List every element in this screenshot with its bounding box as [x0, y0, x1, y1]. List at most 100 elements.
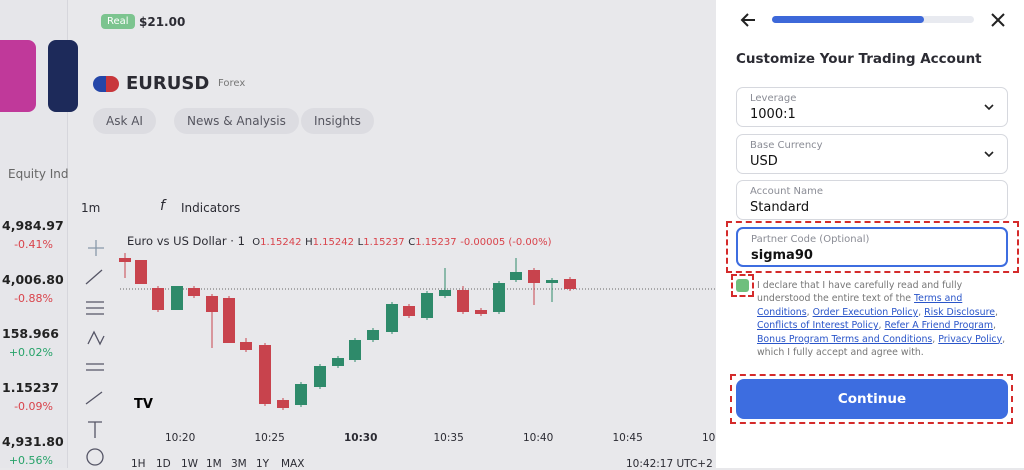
clock: 10:42:17 UTC+2 — [626, 458, 713, 470]
candle-body — [314, 366, 326, 387]
continue-button[interactable]: Continue — [736, 379, 1008, 419]
field-label: Partner Code (Optional) — [751, 234, 870, 245]
candle-body — [259, 345, 271, 404]
candle-body — [295, 384, 307, 405]
candle-body — [119, 258, 131, 262]
range[interactable]: 1W — [181, 458, 199, 470]
fx-icon: f — [160, 198, 165, 214]
field-label: Leverage — [750, 93, 797, 104]
candles — [119, 253, 576, 410]
text: , — [806, 306, 813, 318]
back[interactable] — [738, 10, 758, 30]
tab[interactable]: Insights — [301, 108, 374, 134]
candle-body — [332, 358, 344, 366]
policy-link[interactable]: Order Execution Policy — [812, 306, 919, 318]
time-label: 10:30 — [344, 432, 378, 444]
candle-body — [171, 286, 183, 310]
field[interactable]: Partner Code (Optional) sigma90 — [736, 227, 1008, 267]
legend-change: -0.00005 (-0.00%) — [460, 237, 552, 248]
range[interactable]: MAX — [281, 458, 305, 470]
legend-o: O — [252, 237, 261, 248]
text: , — [993, 320, 997, 332]
candle-body — [564, 279, 576, 289]
candle-body — [510, 272, 522, 280]
text: , which I fully accept and agree with. — [757, 333, 1006, 359]
sidebar: Equity Ind 4,984.97 -0.41% 4,006.80 -0.88% 1… — [0, 0, 78, 468]
quote-price: 1.15237 — [2, 380, 59, 395]
quote-change: -0.41% — [14, 238, 53, 251]
tab[interactable]: News & Analysis — [174, 108, 299, 134]
candle-body — [367, 330, 379, 340]
quote-price: 4,006.80 — [2, 272, 64, 287]
progress — [772, 16, 974, 23]
policy-link[interactable]: Terms and Conditions — [757, 293, 963, 318]
highlight — [731, 274, 754, 297]
policy-link[interactable]: Conflicts of Interest Policy — [757, 320, 879, 332]
candle-body — [457, 290, 469, 312]
candle-body — [403, 306, 415, 316]
candle-body — [277, 400, 289, 408]
range[interactable]: 3M — [231, 458, 247, 470]
field[interactable]: Leverage 1000:1 — [736, 87, 1008, 127]
candle-body — [240, 342, 252, 350]
candle-body — [528, 270, 540, 283]
text: , — [932, 333, 939, 345]
field[interactable]: Account Name Standard — [736, 180, 1008, 220]
candle-body — [223, 298, 235, 343]
range[interactable]: 1D — [156, 458, 171, 470]
text: , — [918, 306, 925, 318]
interval[interactable]: 1m — [81, 201, 101, 215]
legend-h: H — [305, 237, 313, 248]
checkbox[interactable] — [736, 279, 749, 292]
modal-title: Customize Your Trading Account — [736, 51, 982, 67]
quote-change: -0.09% — [14, 400, 53, 413]
chart: TV — [85, 240, 716, 466]
category: Forex — [218, 78, 246, 89]
account-badge[interactable]: Real — [101, 14, 135, 29]
field-label: Account Name — [750, 186, 824, 197]
time-label: 10:40 — [523, 432, 554, 444]
tv-logo: TV — [134, 397, 153, 412]
legend-l: L — [357, 237, 364, 248]
candle-body — [475, 310, 487, 314]
field[interactable]: Base Currency USD — [736, 134, 1008, 174]
balance[interactable]: $21.00 — [139, 15, 186, 29]
indicators[interactable]: Indicators — [181, 201, 241, 215]
candle-body — [188, 288, 200, 296]
tab[interactable]: Ask AI — [93, 108, 156, 134]
field-value: sigma90 — [751, 248, 813, 263]
candle-body — [206, 296, 218, 312]
legend-high: 1.15242 — [312, 237, 354, 248]
candle-body — [386, 304, 398, 332]
tab[interactable]: Equity Ind — [8, 167, 69, 181]
legend-open: 1.15242 — [260, 237, 302, 248]
range[interactable]: 1M — [206, 458, 222, 470]
banner — [0, 40, 36, 112]
highlight — [726, 221, 1019, 273]
range[interactable]: 1H — [131, 458, 146, 470]
close[interactable] — [988, 10, 1008, 30]
range[interactable]: 1Y — [256, 458, 270, 470]
flag — [93, 76, 119, 92]
chart-legend: Euro vs US Dollar · 1 O1.15242 H1.15242 … — [127, 234, 552, 248]
candle-body — [152, 288, 164, 310]
candle-body — [349, 340, 361, 360]
chevron — [984, 104, 994, 111]
policy-link[interactable]: Risk Disclosure — [924, 306, 995, 318]
quote-price: 4,931.80 — [2, 434, 64, 449]
candle-body — [135, 260, 147, 284]
legend-close: 1.15237 — [415, 237, 457, 248]
modal: Customize Your Trading Account Leverage 1… — [716, 0, 1024, 468]
policy-link[interactable]: Privacy Policy — [938, 333, 1003, 345]
time-label: 10:20 — [165, 432, 196, 444]
highlight — [730, 374, 1013, 424]
time-label: 10:35 — [433, 432, 464, 444]
policy-link[interactable]: Bonus Program Terms and Conditions — [757, 333, 933, 345]
symbol: EURUSD — [126, 73, 210, 94]
quote-price: 158.966 — [2, 326, 59, 341]
field-value: USD — [750, 154, 778, 169]
field-value: 1000:1 — [750, 107, 796, 122]
policy-link[interactable]: Refer A Friend Program — [884, 320, 994, 332]
